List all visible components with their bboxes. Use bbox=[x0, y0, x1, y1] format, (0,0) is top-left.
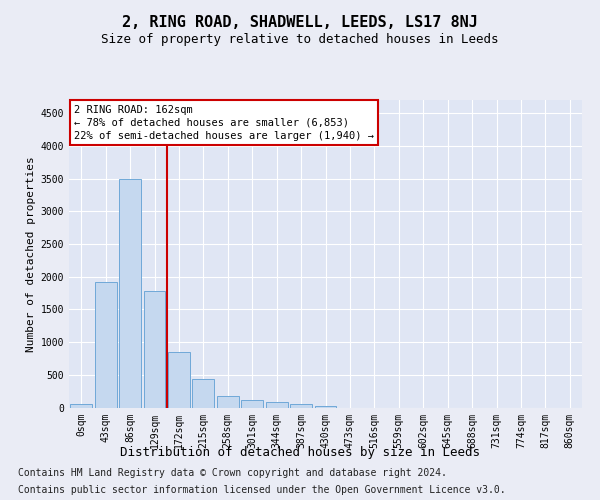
Text: Contains public sector information licensed under the Open Government Licence v3: Contains public sector information licen… bbox=[18, 485, 506, 495]
Bar bbox=[193, 378, 214, 408]
Bar bbox=[143, 291, 166, 408]
Y-axis label: Number of detached properties: Number of detached properties bbox=[26, 156, 37, 352]
Bar bbox=[119, 178, 141, 408]
Text: 2 RING ROAD: 162sqm
← 78% of detached houses are smaller (6,853)
22% of semi-det: 2 RING ROAD: 162sqm ← 78% of detached ho… bbox=[74, 104, 374, 141]
Bar bbox=[241, 400, 263, 407]
Bar bbox=[290, 404, 312, 407]
Bar bbox=[95, 282, 116, 408]
Bar bbox=[70, 404, 92, 407]
Text: Distribution of detached houses by size in Leeds: Distribution of detached houses by size … bbox=[120, 446, 480, 459]
Bar bbox=[266, 402, 287, 407]
Bar bbox=[168, 352, 190, 408]
Bar bbox=[217, 396, 239, 407]
Text: Size of property relative to detached houses in Leeds: Size of property relative to detached ho… bbox=[101, 34, 499, 46]
Text: Contains HM Land Registry data © Crown copyright and database right 2024.: Contains HM Land Registry data © Crown c… bbox=[18, 468, 447, 477]
Text: 2, RING ROAD, SHADWELL, LEEDS, LS17 8NJ: 2, RING ROAD, SHADWELL, LEEDS, LS17 8NJ bbox=[122, 15, 478, 30]
Bar bbox=[314, 406, 337, 407]
